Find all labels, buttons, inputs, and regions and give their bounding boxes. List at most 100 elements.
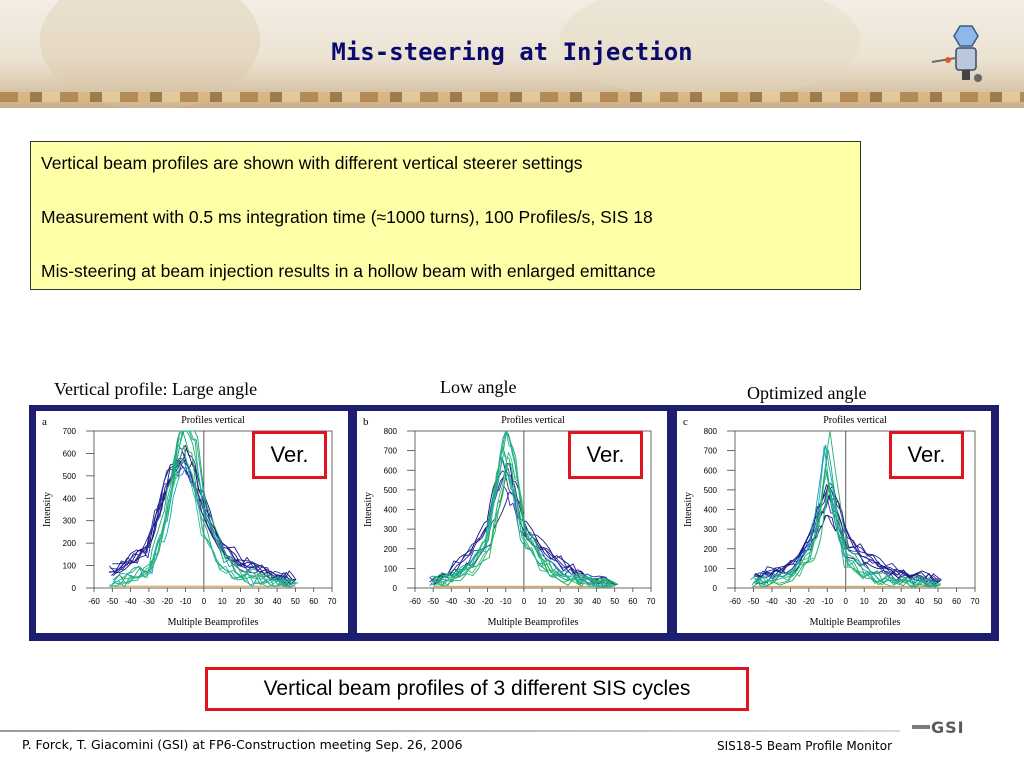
y-tick-label: 0	[72, 584, 77, 593]
x-tick-label: 10	[538, 597, 547, 606]
ver-label-b: Ver.	[568, 431, 643, 479]
series-line-green	[115, 430, 299, 587]
x-tick-label: 20	[236, 597, 245, 606]
series-line-dark	[113, 447, 297, 585]
info-box: Vertical beam profiles are shown with di…	[30, 141, 861, 290]
y-tick-label: 0	[713, 584, 718, 593]
y-axis-label: Intensity	[683, 492, 694, 527]
x-tick-label: 60	[952, 597, 961, 606]
x-tick-label: 0	[202, 597, 207, 606]
plot-panel-b: b Profiles vertical 0 100 200 300 400 500 600 700…	[357, 411, 667, 633]
chart-title: Profiles vertical	[181, 415, 245, 426]
x-tick-label: -40	[766, 597, 778, 606]
y-tick-label: 600	[63, 449, 77, 458]
series-line-dark	[432, 467, 615, 585]
y-tick-label: 100	[384, 564, 398, 573]
y-tick-label: 600	[704, 466, 718, 475]
series-line-dark	[108, 460, 293, 586]
caption-low-angle: Low angle	[440, 377, 517, 397]
x-tick-label: 40	[592, 597, 601, 606]
panel-letter: c	[683, 416, 688, 428]
x-tick-label: 30	[897, 597, 906, 606]
series-line-green	[112, 430, 297, 584]
series-line-green	[751, 444, 937, 588]
x-tick-label: 70	[328, 597, 337, 606]
series-line-green	[755, 484, 941, 588]
x-tick-label: 20	[556, 597, 565, 606]
x-tick-label: -50	[107, 597, 119, 606]
banner-decoration	[560, 0, 860, 100]
x-tick-label: 0	[522, 597, 527, 606]
x-tick-label: 60	[628, 597, 637, 606]
x-tick-label: 50	[934, 597, 943, 606]
ver-label-a: Ver.	[252, 431, 327, 479]
x-tick-label: -10	[500, 597, 512, 606]
x-axis-label: Multiple Beamprofiles	[488, 617, 579, 628]
x-tick-label: 70	[647, 597, 656, 606]
series-line-green	[110, 445, 294, 588]
footer-divider	[0, 730, 900, 732]
y-axis-label: Intensity	[42, 492, 53, 527]
footer-authors: P. Forck, T. Giacomini (GSI) at FP6-Cons…	[22, 737, 463, 752]
y-tick-label: 300	[384, 525, 398, 534]
series-line-green	[430, 446, 613, 587]
series-line-green	[433, 430, 616, 584]
series-line-dark	[755, 494, 941, 585]
info-line-1: Vertical beam profiles are shown with di…	[41, 153, 583, 173]
y-tick-label: 500	[384, 486, 398, 495]
panel-letter: a	[42, 416, 47, 428]
y-tick-label: 400	[63, 494, 77, 503]
x-tick-label: -10	[822, 597, 834, 606]
x-tick-label: -20	[482, 597, 494, 606]
chart-svg: c Profiles vertical0100200300400500600700…	[683, 415, 980, 628]
chart-svg: b Profiles vertical0100200300400500600700…	[363, 415, 656, 628]
y-tick-label: 100	[63, 562, 77, 571]
banner-decoration	[40, 0, 260, 108]
x-tick-label: 30	[574, 597, 583, 606]
x-tick-label: -30	[143, 597, 155, 606]
series-line-green	[751, 468, 937, 588]
y-tick-label: 600	[384, 466, 398, 475]
chart-svg: a Profiles vertical0100200300400500600700…	[42, 415, 337, 628]
footer-title: SIS18-5 Beam Profile Monitor	[717, 739, 893, 753]
gsi-logo-text: GSI	[931, 718, 965, 737]
x-tick-label: -20	[161, 597, 173, 606]
x-tick-label: -40	[446, 597, 458, 606]
series-line-dark	[755, 484, 941, 580]
series-line-dark	[111, 459, 295, 584]
info-line-2: Measurement with 0.5 ms integration time…	[41, 207, 653, 227]
y-tick-label: 200	[384, 545, 398, 554]
chart-title: Profiles vertical	[501, 415, 565, 426]
x-tick-label: 70	[971, 597, 980, 606]
x-tick-label: 60	[309, 597, 318, 606]
x-axis-label: Multiple Beamprofiles	[168, 617, 259, 628]
x-tick-label: 40	[915, 597, 924, 606]
x-tick-label: 50	[610, 597, 619, 606]
x-tick-label: 10	[860, 597, 869, 606]
series-line-green	[431, 452, 613, 589]
x-tick-label: -60	[409, 597, 421, 606]
x-tick-label: -30	[785, 597, 797, 606]
y-tick-label: 800	[384, 427, 398, 436]
y-tick-label: 800	[704, 427, 718, 436]
caption-optimized-angle: Optimized angle	[747, 383, 867, 403]
header-banner	[0, 0, 1024, 108]
series-line-dark	[429, 470, 612, 585]
y-tick-label: 700	[63, 427, 77, 436]
x-tick-label: 10	[218, 597, 227, 606]
x-tick-label: -60	[729, 597, 741, 606]
y-tick-label: 400	[384, 506, 398, 515]
bottom-caption-box: Vertical beam profiles of 3 different SI…	[205, 667, 749, 711]
y-tick-label: 0	[393, 584, 398, 593]
ver-label-c: Ver.	[889, 431, 964, 479]
x-tick-label: 0	[844, 597, 849, 606]
series-line-green	[112, 430, 297, 588]
x-tick-label: 20	[878, 597, 887, 606]
y-tick-label: 200	[63, 539, 77, 548]
y-tick-label: 300	[704, 525, 718, 534]
banner-stripe	[0, 92, 1024, 102]
info-line-3: Mis-steering at beam injection results i…	[41, 261, 656, 281]
slide-title: Mis-steering at Injection	[331, 38, 693, 66]
y-axis-label: Intensity	[363, 492, 374, 527]
y-tick-label: 700	[384, 447, 398, 456]
